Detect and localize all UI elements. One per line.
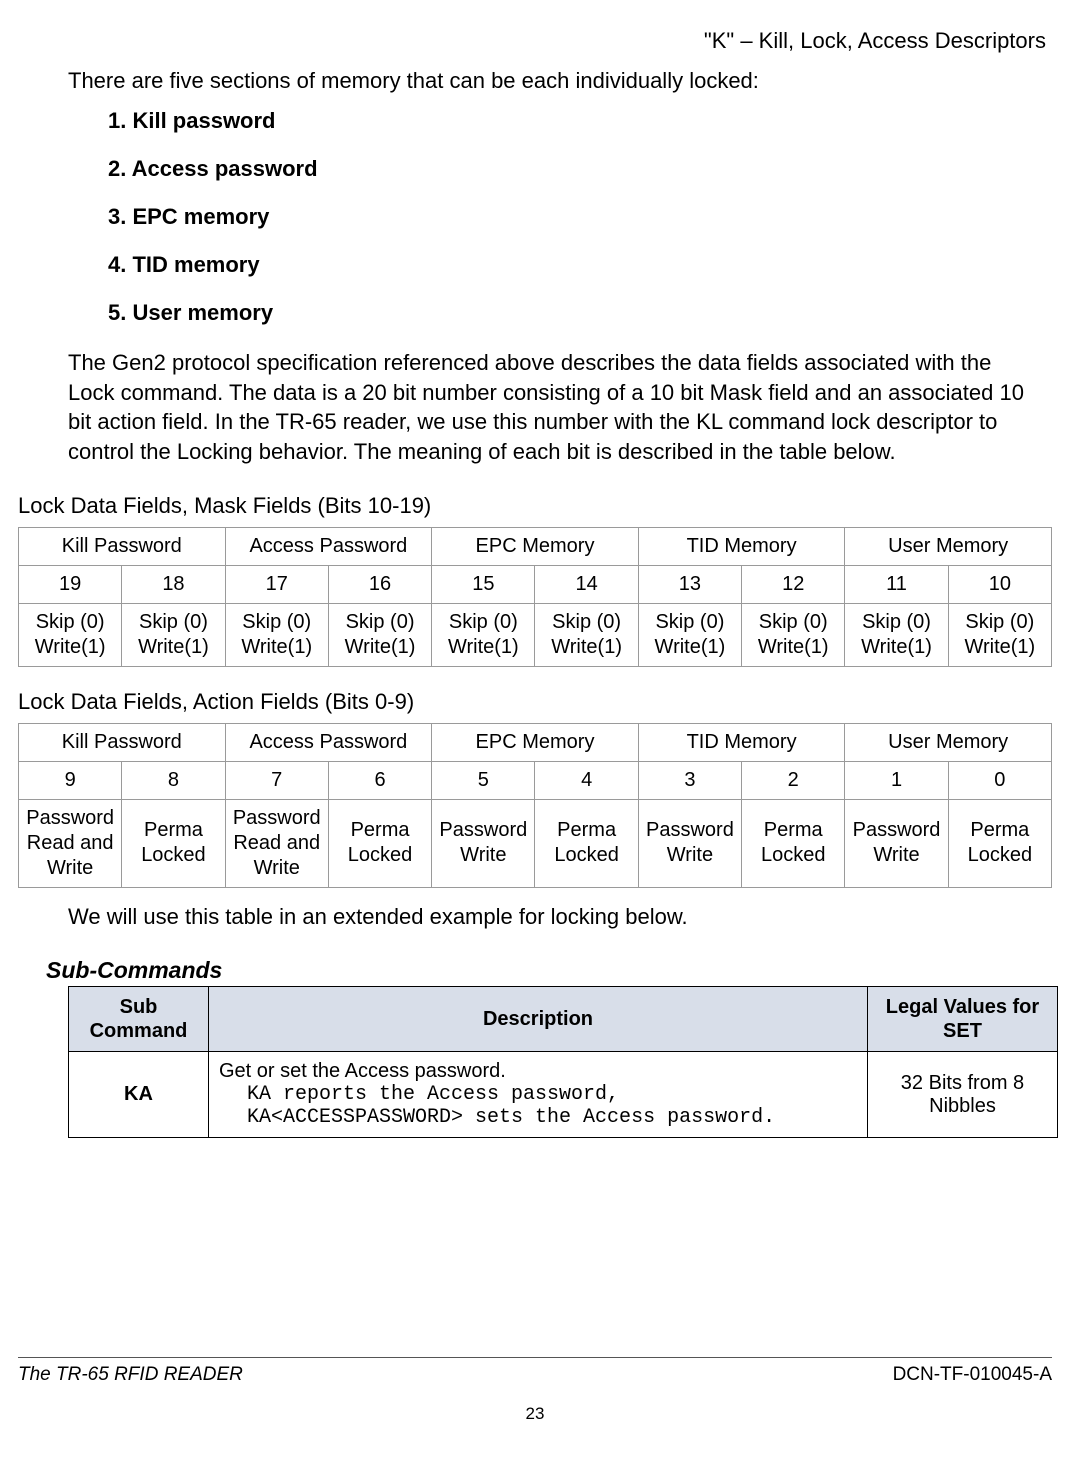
table-row: 19 18 17 16 15 14 13 12 11 10 <box>19 565 1052 603</box>
bit-cell: 4 <box>535 761 638 799</box>
bit-cell: 10 <box>948 565 1051 603</box>
bit-cell: 7 <box>225 761 328 799</box>
bit-cell: 12 <box>742 565 845 603</box>
action-cell: Skip (0) Write(1) <box>328 603 431 666</box>
after-tables-text: We will use this table in an extended ex… <box>68 902 1036 932</box>
table-row: Password Read and Write Perma Locked Pas… <box>19 799 1052 887</box>
col-header: Description <box>209 987 868 1052</box>
col-header: Sub Command <box>69 987 209 1052</box>
group-header: Kill Password <box>19 723 226 761</box>
group-header: EPC Memory <box>432 723 639 761</box>
action-cell: Password Write <box>845 799 948 887</box>
action-cell: Perma Locked <box>535 799 638 887</box>
table-row: Skip (0) Write(1) Skip (0) Write(1) Skip… <box>19 603 1052 666</box>
group-header: User Memory <box>845 527 1052 565</box>
action-cell: Perma Locked <box>742 799 845 887</box>
page: "K" – Kill, Lock, Access Descriptors The… <box>0 0 1070 1460</box>
page-footer: The TR-65 RFID READER DCN-TF-010045-A 23 <box>18 1357 1052 1424</box>
desc-line: KA reports the Access password, <box>219 1083 857 1106</box>
footer-left: The TR-65 RFID READER <box>18 1364 243 1386</box>
sub-commands-table: Sub Command Description Legal Values for… <box>68 986 1058 1138</box>
action-cell: Skip (0) Write(1) <box>845 603 948 666</box>
description-cell: Get or set the Access password. KA repor… <box>209 1052 868 1138</box>
action-cell: Skip (0) Write(1) <box>19 603 122 666</box>
action-cell: Password Read and Write <box>19 799 122 887</box>
mask-fields-table: Kill Password Access Password EPC Memory… <box>18 527 1052 667</box>
action-cell: Perma Locked <box>122 799 225 887</box>
action-cell: Password Write <box>638 799 741 887</box>
action-fields-table: Kill Password Access Password EPC Memory… <box>18 723 1052 888</box>
bit-cell: 5 <box>432 761 535 799</box>
bit-cell: 19 <box>19 565 122 603</box>
table-row: KA Get or set the Access password. KA re… <box>69 1052 1058 1138</box>
list-item: 1. Kill password <box>108 108 1052 134</box>
group-header: Access Password <box>225 527 432 565</box>
subcommand-cell: KA <box>69 1052 209 1138</box>
action-cell: Skip (0) Write(1) <box>432 603 535 666</box>
bit-cell: 2 <box>742 761 845 799</box>
footer-right: DCN-TF-010045-A <box>893 1364 1052 1386</box>
intro-text: There are five sections of memory that c… <box>68 68 1052 94</box>
group-header: Access Password <box>225 723 432 761</box>
desc-line: KA<ACCESSPASSWORD> sets the Access passw… <box>219 1106 857 1129</box>
list-item: 4. TID memory <box>108 252 1052 278</box>
action-cell: Perma Locked <box>948 799 1051 887</box>
table1-caption: Lock Data Fields, Mask Fields (Bits 10-1… <box>18 493 1052 519</box>
action-cell: Password Write <box>432 799 535 887</box>
bit-cell: 6 <box>328 761 431 799</box>
action-cell: Skip (0) Write(1) <box>225 603 328 666</box>
bit-cell: 0 <box>948 761 1051 799</box>
bit-cell: 18 <box>122 565 225 603</box>
col-header: Legal Values for SET <box>868 987 1058 1052</box>
group-header: TID Memory <box>638 527 845 565</box>
action-cell: Skip (0) Write(1) <box>535 603 638 666</box>
action-cell: Skip (0) Write(1) <box>742 603 845 666</box>
bit-cell: 15 <box>432 565 535 603</box>
table-row: Kill Password Access Password EPC Memory… <box>19 723 1052 761</box>
memory-sections-list: 1. Kill password 2. Access password 3. E… <box>108 108 1052 326</box>
action-cell: Password Read and Write <box>225 799 328 887</box>
bit-cell: 8 <box>122 761 225 799</box>
bit-cell: 11 <box>845 565 948 603</box>
bit-cell: 13 <box>638 565 741 603</box>
table-row: Kill Password Access Password EPC Memory… <box>19 527 1052 565</box>
desc-line: Get or set the Access password. <box>219 1060 857 1083</box>
bit-cell: 1 <box>845 761 948 799</box>
bit-cell: 3 <box>638 761 741 799</box>
list-item: 5. User memory <box>108 300 1052 326</box>
table2-caption: Lock Data Fields, Action Fields (Bits 0-… <box>18 689 1052 715</box>
bit-cell: 16 <box>328 565 431 603</box>
list-item: 3. EPC memory <box>108 204 1052 230</box>
bit-cell: 9 <box>19 761 122 799</box>
sub-commands-heading: Sub-Commands <box>46 957 1052 984</box>
action-cell: Perma Locked <box>328 799 431 887</box>
page-number: 23 <box>18 1404 1052 1424</box>
table-row: Sub Command Description Legal Values for… <box>69 987 1058 1052</box>
action-cell: Skip (0) Write(1) <box>638 603 741 666</box>
list-item: 2. Access password <box>108 156 1052 182</box>
group-header: User Memory <box>845 723 1052 761</box>
table-row: 9 8 7 6 5 4 3 2 1 0 <box>19 761 1052 799</box>
paragraph: The Gen2 protocol specification referenc… <box>68 348 1036 467</box>
action-cell: Skip (0) Write(1) <box>122 603 225 666</box>
group-header: Kill Password <box>19 527 226 565</box>
group-header: TID Memory <box>638 723 845 761</box>
footer-row: The TR-65 RFID READER DCN-TF-010045-A <box>18 1364 1052 1386</box>
action-cell: Skip (0) Write(1) <box>948 603 1051 666</box>
bit-cell: 17 <box>225 565 328 603</box>
legal-values-cell: 32 Bits from 8 Nibbles <box>868 1052 1058 1138</box>
bit-cell: 14 <box>535 565 638 603</box>
group-header: EPC Memory <box>432 527 639 565</box>
page-header-title: "K" – Kill, Lock, Access Descriptors <box>18 28 1052 54</box>
